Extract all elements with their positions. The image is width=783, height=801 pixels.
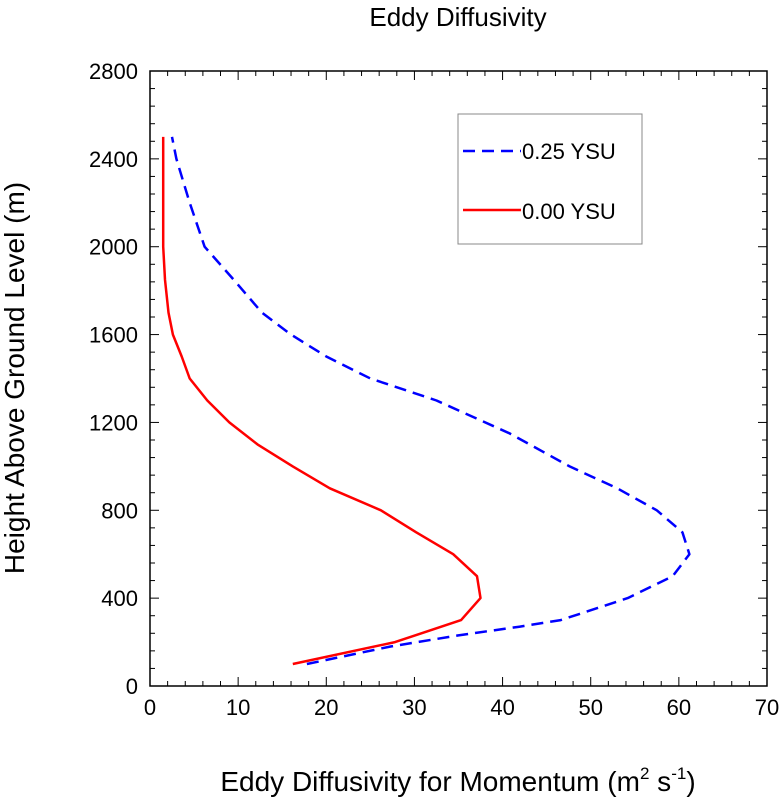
y-tick-label: 2400 — [89, 147, 138, 172]
x-tick-label: 50 — [578, 695, 602, 720]
x-axis-label: Eddy Diffusivity for Momentum (m2 s-1) — [220, 764, 695, 797]
x-tick-label: 60 — [667, 695, 691, 720]
series-line-0 — [170, 136, 691, 666]
legend-box — [457, 113, 643, 245]
series-layer — [161, 136, 691, 666]
x-tick-label: 70 — [755, 695, 779, 720]
y-tick-label: 0 — [126, 674, 138, 699]
y-tick-label: 2000 — [89, 235, 138, 260]
legend: 0.25 YSU 0.00 YSU — [457, 113, 643, 245]
series-line-1 — [161, 136, 482, 666]
y-tick-labels: 0 400 800 1200 1600 2000 2400 2800 — [89, 59, 138, 699]
legend-label-1: 0.00 YSU — [522, 199, 616, 224]
y-tick-label: 400 — [101, 586, 138, 611]
x-axis-label-main: Eddy Diffusivity for Momentum (m — [220, 766, 640, 797]
x-tick-labels: 0 10 20 30 40 50 60 70 — [144, 695, 779, 720]
x-axis-label-mid: s — [649, 766, 671, 797]
x-tick-label: 0 — [144, 695, 156, 720]
x-axis-label-sup-2: -1 — [671, 764, 686, 783]
x-tick-label: 30 — [402, 695, 426, 720]
chart-title: Eddy Diffusivity — [369, 2, 546, 32]
x-axis-label-end: ) — [686, 766, 695, 797]
y-tick-label: 1200 — [89, 410, 138, 435]
x-tick-label: 40 — [490, 695, 514, 720]
plot-frame — [149, 70, 768, 687]
y-tick-label: 800 — [101, 498, 138, 523]
y-tick-label: 2800 — [89, 59, 138, 84]
x-tick-label: 10 — [226, 695, 250, 720]
x-tick-label: 20 — [314, 695, 338, 720]
legend-label-0: 0.25 YSU — [522, 139, 616, 164]
x-axis-label-sup-1: 2 — [640, 764, 649, 783]
y-axis-label: Height Above Ground Level (m) — [0, 182, 30, 574]
y-tick-label: 1600 — [89, 323, 138, 348]
